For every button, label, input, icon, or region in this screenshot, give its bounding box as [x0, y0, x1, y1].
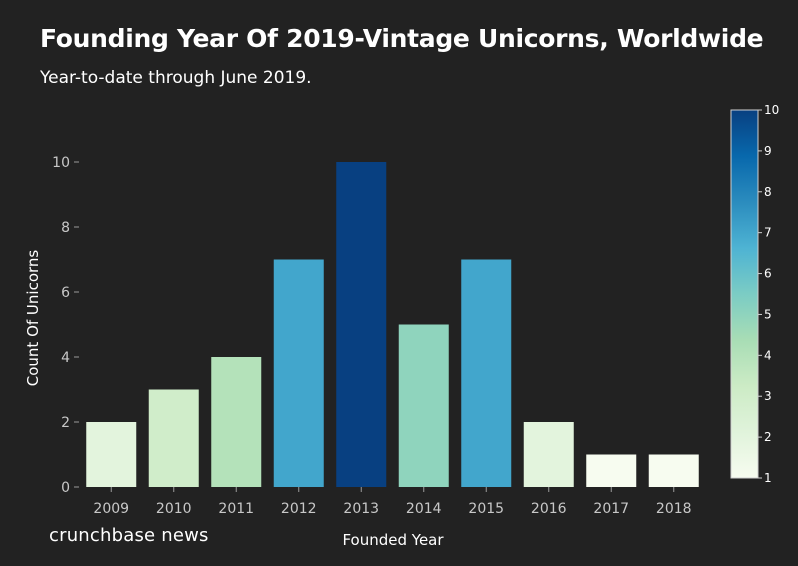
- crunchbase-news-logo: crunchbase news: [49, 525, 209, 546]
- y-axis: 0 2 4 6 8 10: [52, 155, 79, 496]
- bar-2013: [336, 162, 387, 487]
- x-tick-label: 2015: [468, 501, 504, 517]
- chart-title: Founding Year Of 2019-Vintage Unicorns, …: [40, 24, 764, 53]
- color-scale-legend: 1 2 3 4 5 6 7 8 9 10: [730, 103, 779, 485]
- x-tick-label: 2009: [93, 501, 129, 517]
- bar-2017: [586, 454, 637, 487]
- y-tick-label: 10: [52, 155, 70, 171]
- color-scale-label: 1: [764, 471, 772, 485]
- color-scale-label: 8: [764, 185, 772, 199]
- bars-group: [86, 162, 699, 487]
- color-scale-label: 2: [764, 430, 772, 444]
- x-tick-label: 2010: [156, 501, 192, 517]
- color-scale-label: 7: [764, 226, 772, 240]
- x-tick-label: 2011: [218, 501, 254, 517]
- color-scale-label: 9: [764, 144, 772, 158]
- y-axis-title: Count Of Unicorns: [24, 250, 42, 387]
- y-tick-label: 4: [61, 350, 70, 366]
- x-axis-title: Founded Year: [342, 531, 444, 549]
- color-scale-label: 6: [764, 267, 772, 281]
- y-tick-label: 8: [61, 220, 70, 236]
- bar-2016: [523, 422, 574, 487]
- bar-2018: [648, 454, 699, 487]
- color-scale-label: 3: [764, 389, 772, 403]
- color-scale-bar: [730, 109, 759, 479]
- color-scale-label: 4: [764, 348, 772, 362]
- chart-subtitle: Year-to-date through June 2019.: [40, 68, 312, 88]
- color-scale-label: 10: [764, 103, 779, 117]
- bar-2015: [461, 259, 512, 487]
- y-tick-label: 6: [61, 285, 70, 301]
- x-tick-label: 2013: [343, 501, 379, 517]
- x-axis: 2009 2010 2011 2012 2013 2014 2015 2016 2017 2018: [93, 487, 692, 517]
- x-tick-label: 2014: [406, 501, 442, 517]
- x-tick-label: 2017: [593, 501, 629, 517]
- bar-2012: [273, 259, 324, 487]
- bar-2009: [86, 422, 137, 487]
- x-tick-label: 2018: [656, 501, 692, 517]
- bar-2011: [211, 357, 262, 487]
- y-tick-label: 2: [61, 415, 70, 431]
- bar-2014: [398, 324, 449, 487]
- y-tick-label: 0: [61, 480, 70, 496]
- color-scale-label: 5: [764, 307, 772, 321]
- x-tick-label: 2012: [281, 501, 317, 517]
- bar-2010: [148, 389, 199, 487]
- x-tick-label: 2016: [531, 501, 567, 517]
